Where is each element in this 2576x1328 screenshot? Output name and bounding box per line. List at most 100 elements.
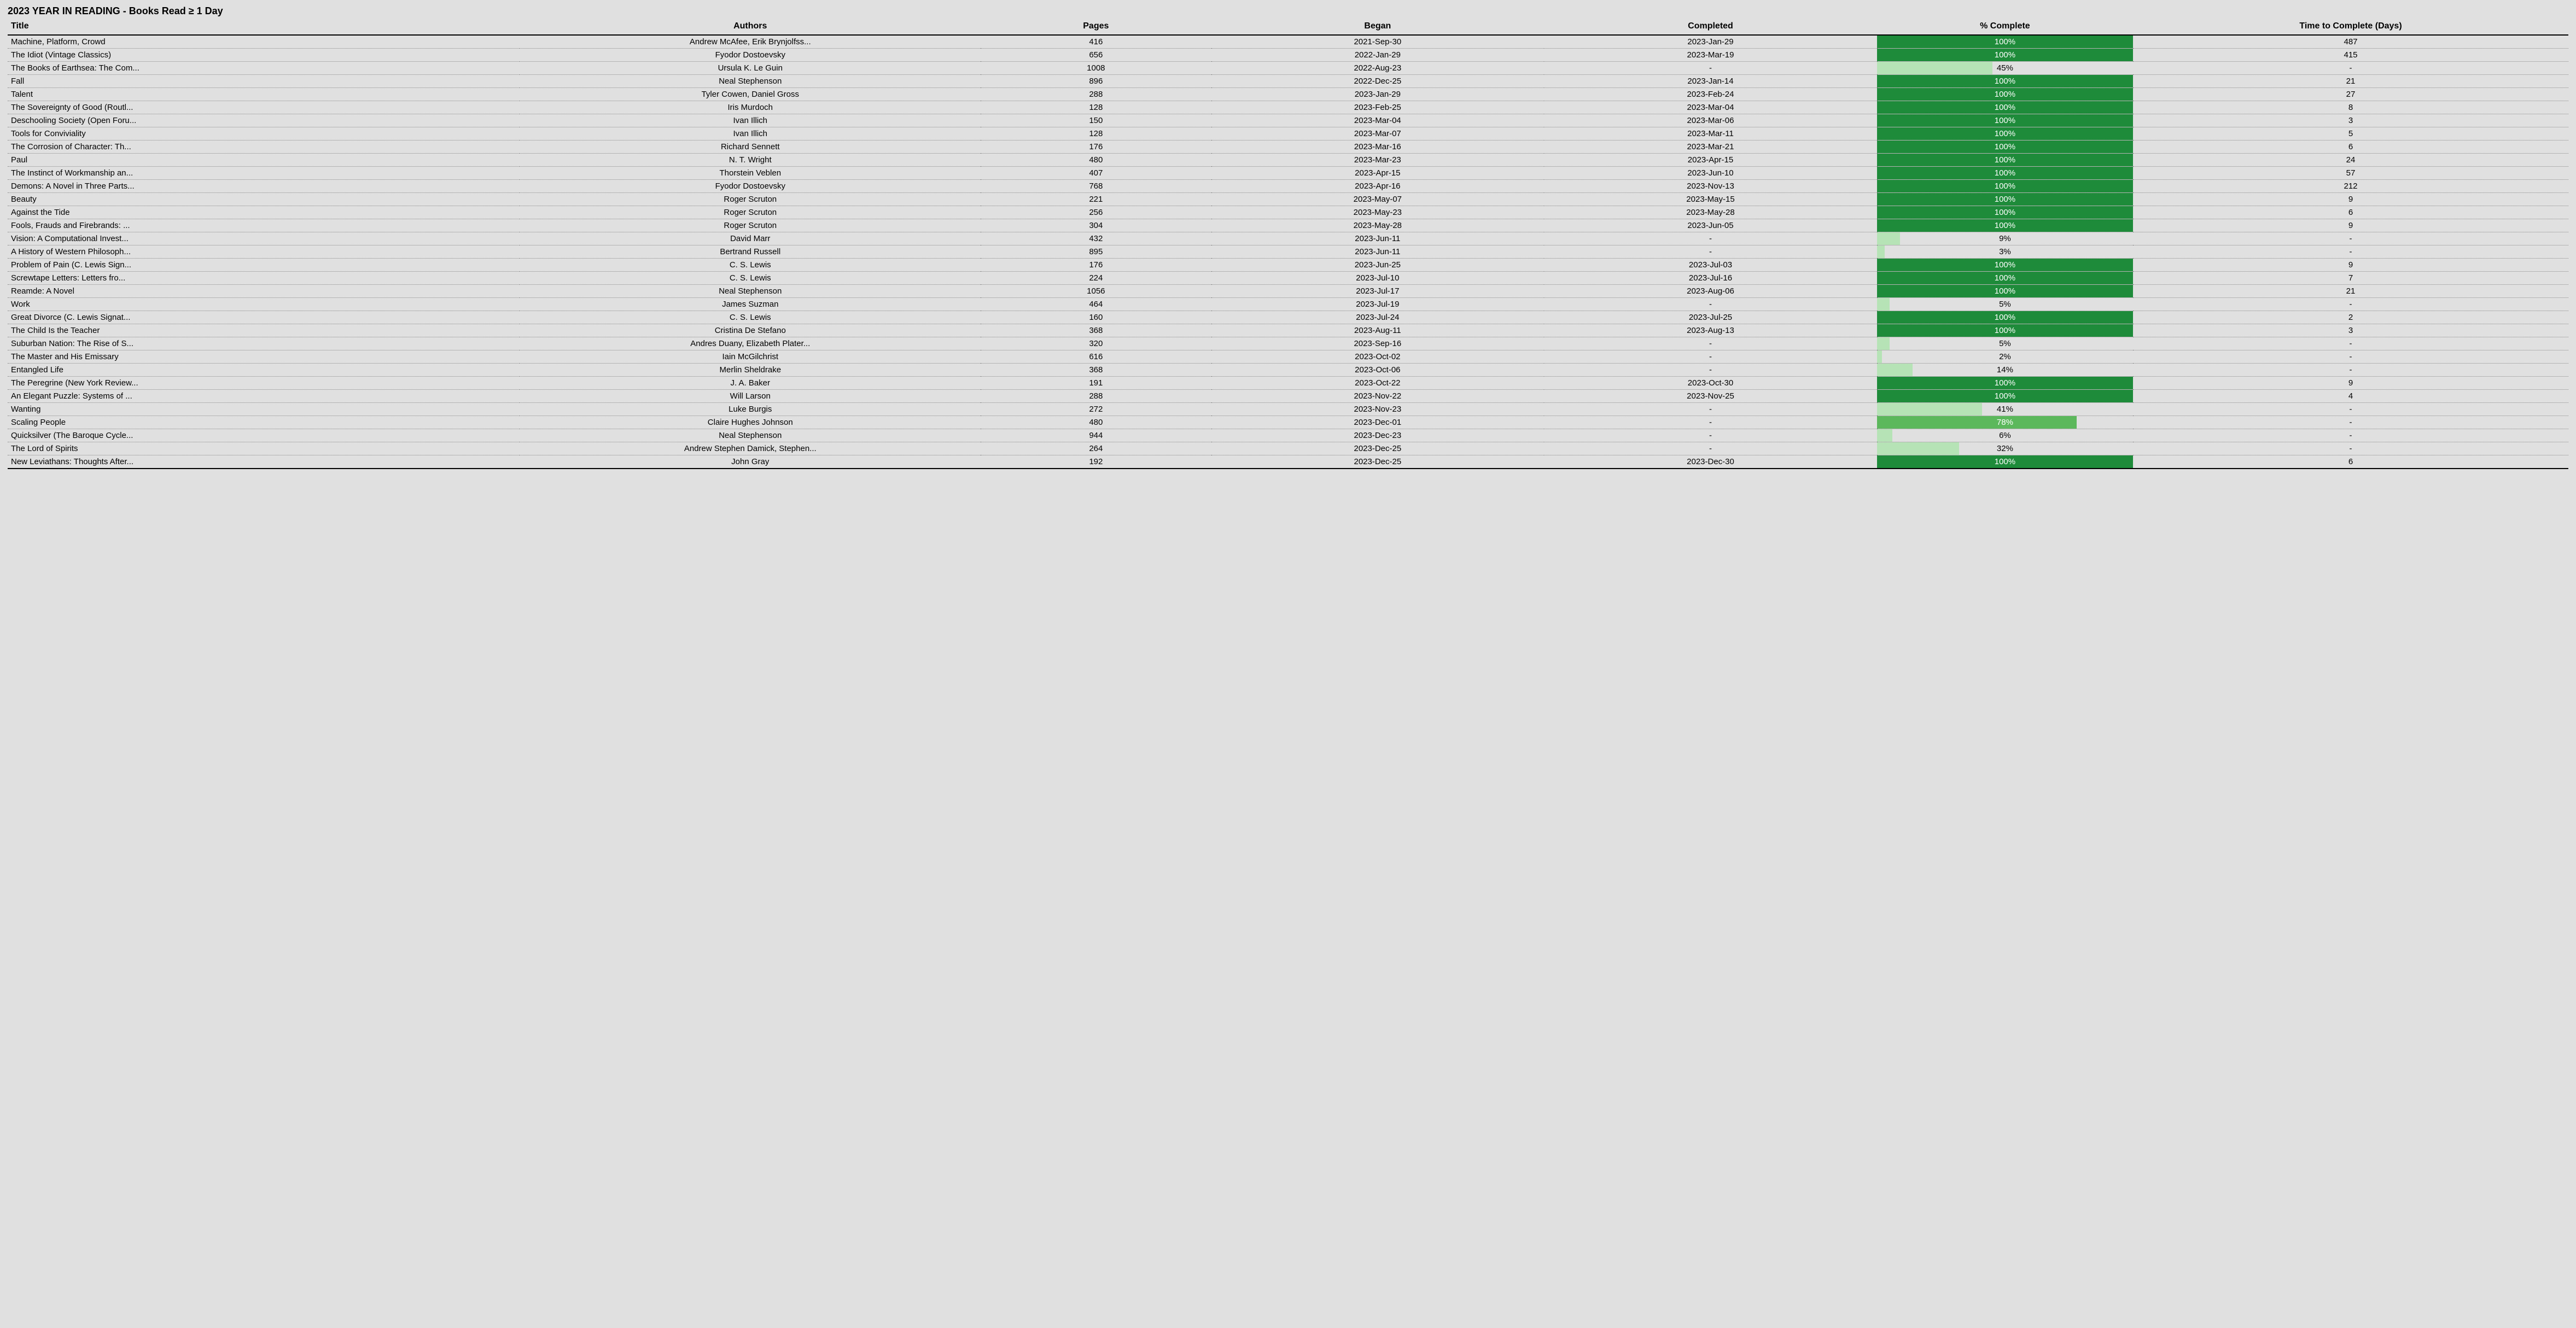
pct-label: 100% <box>1877 49 2133 61</box>
cell-days: - <box>2133 232 2568 245</box>
cell-pct: 41% <box>1877 403 2133 416</box>
pct-label: 100% <box>1877 206 2133 219</box>
cell-began: 2023-Oct-06 <box>1211 364 1545 377</box>
table-row: Against the TideRoger Scruton2562023-May… <box>8 206 2568 219</box>
cell-pct: 100% <box>1877 167 2133 180</box>
cell-authors: N. T. Wright <box>520 154 981 167</box>
cell-began: 2023-Mar-23 <box>1211 154 1545 167</box>
cell-pages: 768 <box>981 180 1211 193</box>
table-row: BeautyRoger Scruton2212023-May-072023-Ma… <box>8 193 2568 206</box>
cell-pct: 100% <box>1877 193 2133 206</box>
cell-pages: 368 <box>981 364 1211 377</box>
cell-pct: 100% <box>1877 206 2133 219</box>
cell-pages: 264 <box>981 442 1211 455</box>
pct-label: 45% <box>1877 62 2133 74</box>
pct-track: 5% <box>1877 337 2133 350</box>
pct-label: 3% <box>1877 245 2133 258</box>
pct-label: 100% <box>1877 285 2133 297</box>
cell-authors: Roger Scruton <box>520 193 981 206</box>
cell-began: 2023-Nov-22 <box>1211 390 1545 403</box>
cell-pages: 656 <box>981 49 1211 62</box>
cell-title: Scaling People <box>8 416 520 429</box>
cell-completed: - <box>1544 442 1877 455</box>
cell-title: Reamde: A Novel <box>8 285 520 298</box>
cell-pct: 100% <box>1877 285 2133 298</box>
cell-pages: 191 <box>981 377 1211 390</box>
cell-authors: Cristina De Stefano <box>520 324 981 337</box>
cell-authors: Andrew Stephen Damick, Stephen... <box>520 442 981 455</box>
table-row: The Corrosion of Character: Th...Richard… <box>8 141 2568 154</box>
cell-pages: 176 <box>981 259 1211 272</box>
cell-authors: J. A. Baker <box>520 377 981 390</box>
pct-label: 5% <box>1877 298 2133 311</box>
cell-completed: 2023-Oct-30 <box>1544 377 1877 390</box>
cell-completed: 2023-Dec-30 <box>1544 455 1877 469</box>
cell-pct: 100% <box>1877 311 2133 324</box>
table-row: Vision: A Computational Invest...David M… <box>8 232 2568 245</box>
cell-completed: - <box>1544 416 1877 429</box>
cell-authors: Ivan Illich <box>520 127 981 141</box>
cell-pages: 407 <box>981 167 1211 180</box>
col-completed: Completed <box>1544 19 1877 35</box>
cell-pages: 320 <box>981 337 1211 350</box>
cell-pages: 288 <box>981 88 1211 101</box>
pct-track: 100% <box>1877 141 2133 153</box>
cell-completed: 2023-Jul-16 <box>1544 272 1877 285</box>
cell-days: 27 <box>2133 88 2568 101</box>
table-row: The Instinct of Workmanship an...Thorste… <box>8 167 2568 180</box>
pct-track: 100% <box>1877 101 2133 114</box>
cell-pages: 616 <box>981 350 1211 364</box>
cell-pct: 100% <box>1877 272 2133 285</box>
cell-authors: Neal Stephenson <box>520 429 981 442</box>
table-row: The Master and His EmissaryIain McGilchr… <box>8 350 2568 364</box>
cell-completed: - <box>1544 298 1877 311</box>
cell-days: 57 <box>2133 167 2568 180</box>
cell-completed: 2023-Apr-15 <box>1544 154 1877 167</box>
pct-label: 100% <box>1877 377 2133 389</box>
cell-pages: 272 <box>981 403 1211 416</box>
table-row: Problem of Pain (C. Lewis Sign...C. S. L… <box>8 259 2568 272</box>
cell-completed: 2023-Nov-13 <box>1544 180 1877 193</box>
cell-days: 21 <box>2133 75 2568 88</box>
cell-pages: 288 <box>981 390 1211 403</box>
table-row: Demons: A Novel in Three Parts...Fyodor … <box>8 180 2568 193</box>
pct-label: 100% <box>1877 455 2133 468</box>
cell-days: - <box>2133 442 2568 455</box>
table-row: Screwtape Letters: Letters fro...C. S. L… <box>8 272 2568 285</box>
cell-completed: 2023-Mar-06 <box>1544 114 1877 127</box>
cell-title: Beauty <box>8 193 520 206</box>
cell-began: 2022-Aug-23 <box>1211 62 1545 75</box>
cell-began: 2023-Aug-11 <box>1211 324 1545 337</box>
cell-began: 2023-Jul-24 <box>1211 311 1545 324</box>
cell-began: 2022-Dec-25 <box>1211 75 1545 88</box>
cell-completed: 2023-Feb-24 <box>1544 88 1877 101</box>
cell-pages: 464 <box>981 298 1211 311</box>
pct-label: 14% <box>1877 364 2133 376</box>
cell-pct: 14% <box>1877 364 2133 377</box>
cell-completed: 2023-Jan-14 <box>1544 75 1877 88</box>
cell-authors: Andrew McAfee, Erik Brynjolfss... <box>520 35 981 49</box>
cell-title: Machine, Platform, Crowd <box>8 35 520 49</box>
cell-days: 9 <box>2133 193 2568 206</box>
cell-pages: 1008 <box>981 62 1211 75</box>
cell-pages: 304 <box>981 219 1211 232</box>
cell-authors: Luke Burgis <box>520 403 981 416</box>
cell-completed: - <box>1544 337 1877 350</box>
pct-track: 100% <box>1877 180 2133 192</box>
table-row: Deschooling Society (Open Foru...Ivan Il… <box>8 114 2568 127</box>
cell-authors: John Gray <box>520 455 981 469</box>
pct-track: 100% <box>1877 377 2133 389</box>
pct-track: 14% <box>1877 364 2133 376</box>
table-row: A History of Western Philosoph...Bertran… <box>8 245 2568 259</box>
cell-authors: Andres Duany, Elizabeth Plater... <box>520 337 981 350</box>
cell-began: 2023-Jul-10 <box>1211 272 1545 285</box>
pct-label: 100% <box>1877 154 2133 166</box>
cell-title: The Corrosion of Character: Th... <box>8 141 520 154</box>
cell-began: 2023-Oct-02 <box>1211 350 1545 364</box>
cell-authors: Ursula K. Le Guin <box>520 62 981 75</box>
cell-title: Against the Tide <box>8 206 520 219</box>
cell-title: Demons: A Novel in Three Parts... <box>8 180 520 193</box>
cell-days: - <box>2133 62 2568 75</box>
cell-title: Vision: A Computational Invest... <box>8 232 520 245</box>
cell-authors: C. S. Lewis <box>520 259 981 272</box>
